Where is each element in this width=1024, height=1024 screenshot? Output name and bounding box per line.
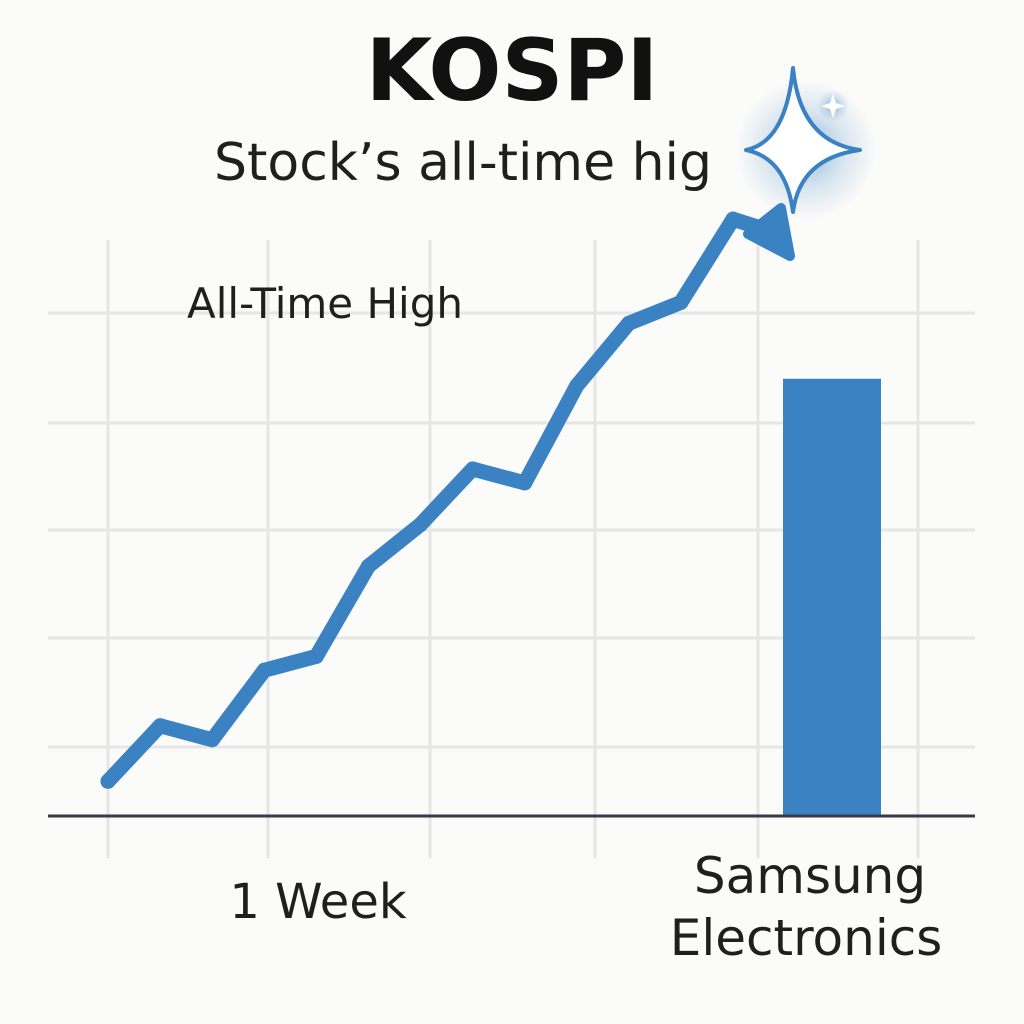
sparkle-star-icon (736, 66, 876, 220)
line-point (152, 718, 168, 734)
bar-category-label-line-1: Samsung (694, 847, 926, 905)
line-series (100, 203, 795, 789)
bar-series (783, 378, 881, 816)
all-time-high-annotation: All-Time High (187, 279, 463, 328)
x-tick-label-1-week: 1 Week (229, 874, 407, 930)
trend-arrow-head (743, 203, 795, 261)
line-point (517, 475, 533, 491)
line-point (569, 378, 585, 394)
line-point (100, 773, 116, 789)
line-point (204, 732, 220, 748)
line-point (413, 517, 428, 532)
line-point (673, 294, 689, 310)
line-point (256, 662, 272, 678)
line-point (621, 315, 637, 331)
chart-title: KOSPI (366, 21, 659, 121)
chart-subtitle: Stock’s all-time hig (214, 133, 712, 193)
bar-category-label-line-2: Electronics (670, 909, 943, 967)
line-point (360, 558, 376, 574)
line-point (308, 648, 324, 664)
line-point (465, 461, 481, 477)
bar-samsung-electronics (783, 378, 881, 816)
